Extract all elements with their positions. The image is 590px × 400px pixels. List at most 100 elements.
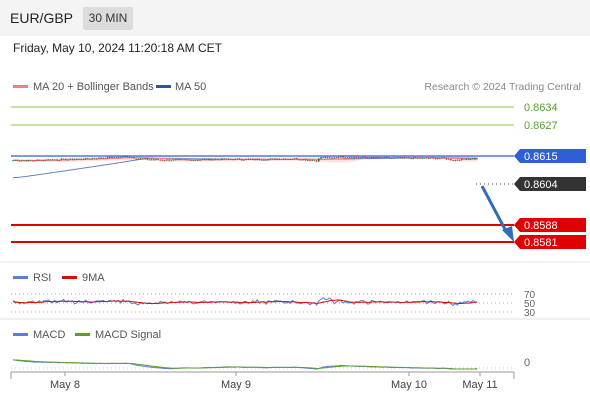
macd-signal-line (12, 359, 478, 370)
resistance-label: 0.8627 (524, 120, 558, 132)
candle-body (21, 160, 23, 162)
candle-body (397, 157, 399, 159)
candle-body (304, 159, 307, 161)
candle-body (232, 159, 234, 161)
candle-body (67, 159, 69, 161)
candle-body (467, 159, 470, 160)
candle-body (458, 160, 461, 161)
candle-body (201, 159, 203, 161)
candle-body (333, 157, 335, 159)
candle-body (388, 157, 390, 159)
candle-body (406, 157, 408, 159)
candle-body (32, 160, 34, 162)
candle-body (362, 156, 364, 158)
candle-body (359, 157, 362, 159)
last-price-tag (514, 177, 586, 191)
candle-body (353, 157, 355, 159)
candle-body (419, 157, 421, 159)
candle-body (395, 157, 397, 159)
candle-body (472, 158, 474, 160)
candle-body (65, 158, 67, 160)
rsi-ma-line (12, 299, 478, 305)
candle-body (179, 159, 181, 161)
candle-body (58, 160, 60, 161)
candle-body (109, 157, 111, 158)
candle-body (241, 159, 243, 161)
candle-body (425, 157, 428, 159)
candle-body (443, 157, 445, 159)
candle-body (265, 159, 267, 161)
candle-body (106, 157, 109, 159)
candle-body (51, 159, 54, 161)
candle-body (247, 159, 250, 160)
candle-body (159, 159, 162, 161)
candle-body (469, 159, 472, 160)
candle-body (381, 157, 384, 159)
candle-body (210, 158, 212, 161)
candle-body (183, 159, 186, 161)
candle-body (124, 156, 126, 158)
last-price-label: 0.8604 (524, 179, 558, 191)
ma20-legend-label: MA 20 + Bollinger Bands (33, 81, 154, 93)
x-tick-label: May 8 (50, 379, 80, 391)
candle-body (355, 157, 357, 159)
candle-body (302, 159, 305, 161)
candle-body (454, 159, 456, 161)
candle-body (322, 157, 324, 158)
candle-body (170, 160, 173, 162)
candle-body (221, 158, 223, 160)
candle-body (434, 157, 437, 159)
candle-body (133, 157, 135, 159)
timestamp: Friday, May 10, 2024 11:20:18 AM CET (13, 41, 222, 55)
rsi-ma-legend-swatch (62, 276, 77, 279)
candle-body (256, 158, 258, 160)
x-tick-label: May 10 (391, 379, 427, 391)
candle-body (351, 157, 353, 159)
rsi-ma-legend-label: 9MA (82, 272, 105, 284)
rsi-line (12, 297, 478, 307)
candle-body (236, 158, 239, 160)
candle-body (392, 157, 395, 159)
macd-legend-label: MACD (33, 329, 65, 341)
candle-body (172, 159, 175, 161)
candle-body (216, 159, 219, 161)
candle-body (280, 159, 283, 161)
candle-body (16, 160, 19, 161)
candle-body (476, 158, 478, 160)
candle-body (307, 160, 309, 161)
pivot-price-label: 0.8615 (524, 151, 558, 163)
candle-body (100, 157, 102, 159)
candle-body (91, 158, 93, 160)
candle-body (401, 157, 404, 159)
candle-body (432, 157, 434, 159)
candle-body (12, 160, 14, 161)
candle-body (390, 157, 393, 159)
candle-body (122, 156, 124, 158)
candle-body (331, 157, 333, 159)
candle-body (287, 158, 289, 160)
rsi-legend-label: RSI (33, 272, 51, 284)
candle-body (366, 157, 368, 159)
candle-body (386, 157, 388, 158)
candle-body (34, 160, 36, 162)
candle-body (190, 159, 192, 161)
ma50-legend-label: MA 50 (175, 81, 206, 93)
candle-body (102, 158, 104, 159)
candle-body (278, 158, 280, 160)
candle-body (227, 158, 230, 160)
timeframe-button[interactable]: 30 MIN (83, 7, 133, 30)
candle-body (344, 157, 346, 159)
candle-body (234, 158, 236, 160)
macd-zero-label: 0 (524, 357, 530, 369)
macd-legend-swatch (13, 333, 28, 336)
candle-body (368, 157, 371, 159)
candle-body (412, 157, 415, 159)
candle-body (98, 157, 100, 159)
candle-body (324, 157, 327, 158)
candle-body (27, 160, 30, 162)
candle-body (375, 157, 377, 159)
candle-body (452, 160, 454, 161)
candle-body (428, 158, 430, 159)
ma50-legend-swatch (156, 85, 171, 88)
